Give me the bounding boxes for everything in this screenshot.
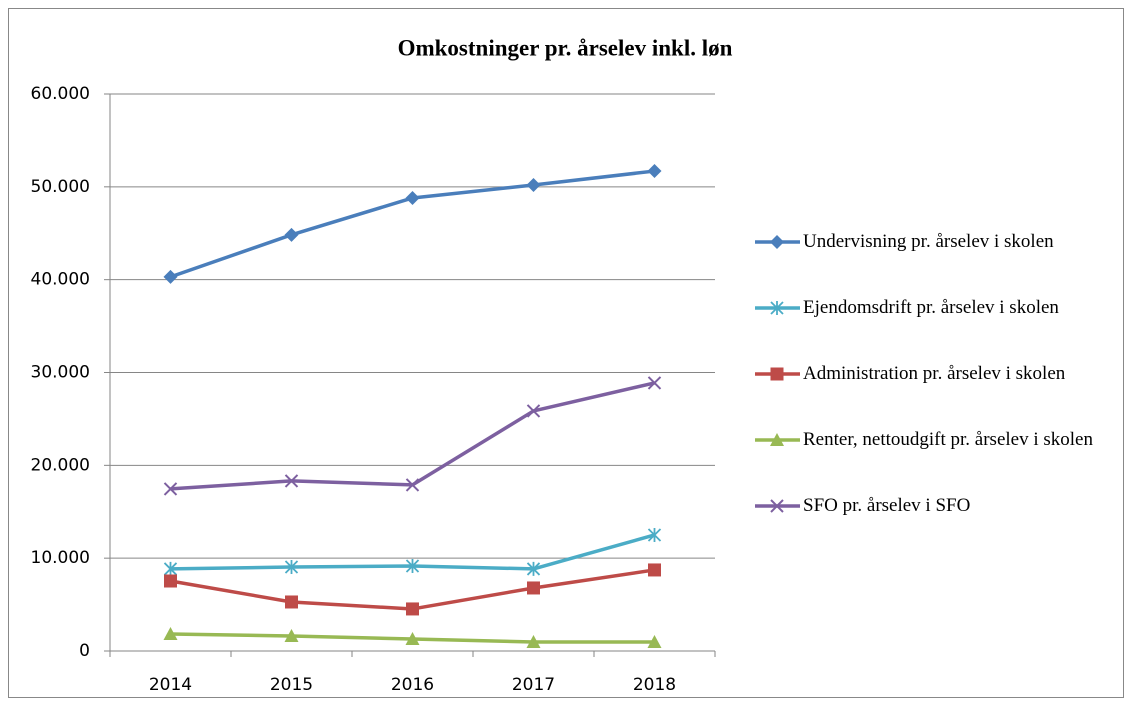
marker	[770, 301, 784, 315]
marker	[284, 474, 299, 488]
marker	[405, 190, 420, 205]
marker	[163, 482, 178, 496]
marker	[163, 269, 178, 284]
marker	[647, 527, 662, 542]
marker	[163, 561, 178, 576]
x-tick-label: 2016	[391, 675, 434, 695]
marker	[648, 563, 661, 577]
chart-border	[8, 8, 1124, 698]
marker	[406, 602, 419, 616]
x-tick-label: 2015	[270, 675, 313, 695]
marker	[526, 177, 541, 192]
x-tick-label: 2014	[149, 675, 192, 695]
y-tick-label: 20.000	[31, 455, 90, 475]
y-tick-label: 30.000	[31, 363, 90, 383]
marker	[770, 433, 784, 446]
marker	[405, 478, 420, 492]
y-tick-label: 10.000	[31, 548, 90, 568]
legend-label: SFO pr. årselev i SFO	[803, 495, 971, 516]
marker	[526, 561, 541, 576]
marker	[770, 367, 784, 381]
marker	[284, 559, 299, 574]
marker	[770, 235, 784, 249]
y-tick-label: 60.000	[31, 84, 90, 104]
legend-label: Renter, nettoudgift pr. årselev i skolen	[803, 429, 1093, 450]
marker	[163, 627, 178, 641]
marker	[284, 628, 299, 642]
marker	[405, 632, 420, 646]
x-tick-label: 2017	[512, 675, 555, 695]
marker	[647, 164, 662, 179]
marker	[526, 634, 541, 648]
marker	[284, 227, 299, 242]
marker	[527, 581, 540, 595]
marker	[647, 376, 662, 390]
y-tick-label: 0	[79, 641, 90, 661]
marker	[770, 499, 784, 513]
y-tick-label: 50.000	[31, 177, 90, 197]
marker	[526, 404, 541, 418]
marker	[647, 634, 662, 648]
legend-label: Undervisning pr. årselev i skolen	[803, 231, 1054, 252]
chart-title: Omkostninger pr. årselev inkl. løn	[398, 35, 733, 60]
y-tick-label: 40.000	[31, 270, 90, 290]
legend-label: Administration pr. årselev i skolen	[803, 363, 1066, 384]
legend-label: Ejendomsdrift pr. årselev i skolen	[803, 297, 1059, 318]
marker	[285, 595, 298, 609]
marker	[164, 574, 177, 588]
x-tick-label: 2018	[633, 675, 676, 695]
marker	[405, 558, 420, 573]
